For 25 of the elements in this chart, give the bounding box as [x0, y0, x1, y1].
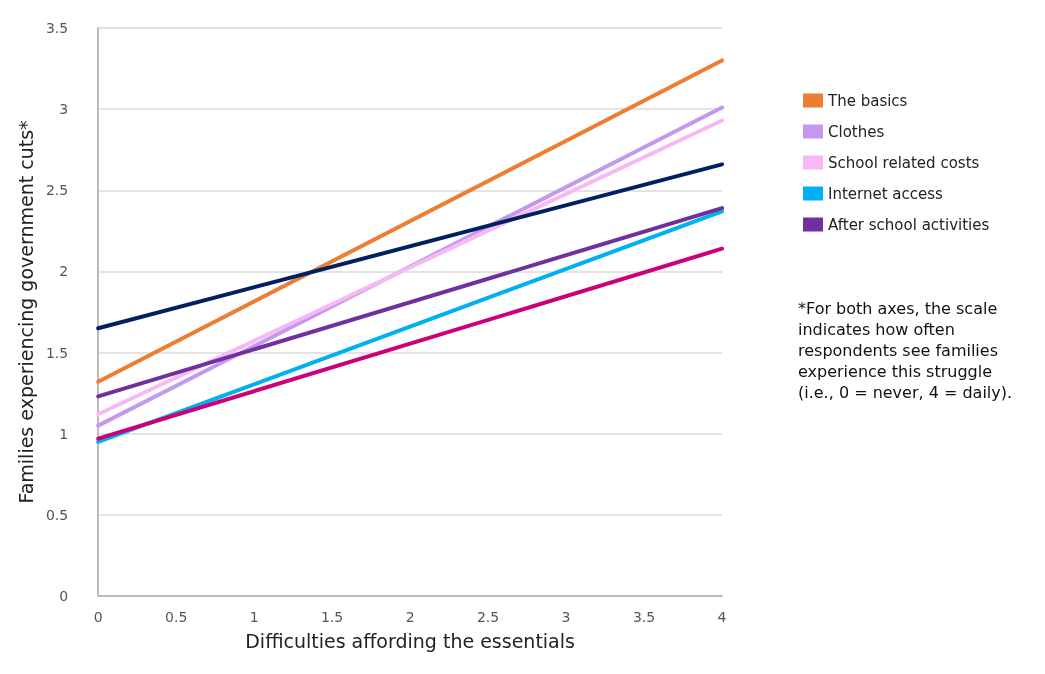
y-tick-label: 1: [59, 425, 69, 442]
x-tick-label: 4: [717, 609, 727, 625]
legend-label: School related costs: [828, 153, 980, 172]
x-tick-label: 3.5: [632, 609, 656, 625]
legend-label: The basics: [827, 91, 908, 110]
x-tick-label: 0.5: [165, 609, 188, 625]
y-tick-label: 2: [59, 263, 69, 280]
y-tick-label: 0.5: [45, 506, 69, 523]
y-tick-label: 0: [59, 588, 69, 604]
legend-label: Clothes: [828, 122, 885, 141]
y-tick-label: 1.5: [45, 344, 69, 361]
y-tick-label: 2.5: [45, 182, 69, 199]
y-tick-label: 3.5: [45, 20, 69, 36]
legend-label: After school activities: [828, 215, 990, 234]
y-tick-label: 3: [59, 101, 69, 118]
x-tick-label: 3: [561, 609, 571, 625]
x-tick-label: 0: [93, 609, 103, 625]
y-axis-title: Families experiencing government cuts*: [14, 120, 37, 504]
x-tick-label: 2.5: [476, 609, 500, 625]
legend-label: Internet access: [828, 184, 944, 203]
x-tick-label: 1: [249, 609, 259, 625]
x-tick-label: 2: [405, 609, 415, 625]
text: *For both axes, the scale indicates how often respondents see families experience this struggle (i.e., 0 = never, 4 = daily).: [798, 299, 1013, 402]
x-tick-label: 1.5: [320, 609, 344, 625]
x-axis-title: Difficulties affording the essentials: [245, 629, 575, 652]
